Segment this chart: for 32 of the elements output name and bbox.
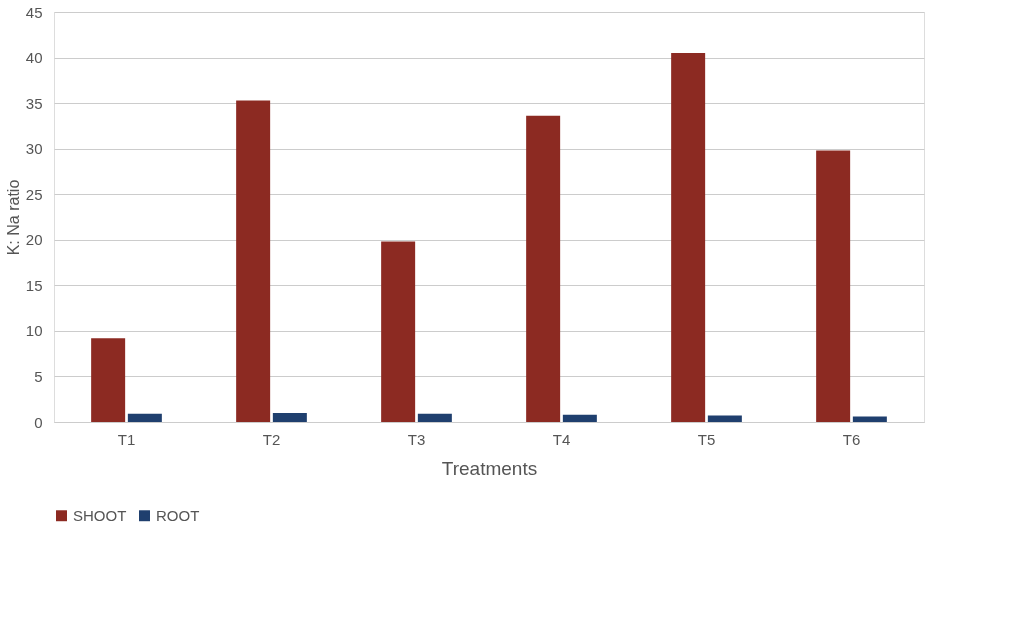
bar — [272, 412, 307, 422]
x-tick-label: T3 — [407, 430, 426, 448]
y-axis-title: K: Na ratio — [4, 179, 22, 256]
bar — [91, 338, 126, 422]
y-tick-label: 15 — [25, 276, 43, 294]
x-tick-label: T4 — [552, 430, 571, 448]
bar — [526, 115, 561, 422]
legend-label: SHOOT — [73, 506, 127, 524]
y-tick-label: 35 — [25, 94, 43, 112]
legend-label: ROOT — [156, 506, 200, 524]
bar — [417, 413, 452, 422]
bar — [852, 416, 887, 422]
y-tick-label: 30 — [25, 140, 43, 158]
y-tick-label: 20 — [25, 231, 43, 249]
y-tick-label: 10 — [25, 322, 43, 340]
bar — [562, 414, 597, 422]
y-tick-label: 25 — [25, 185, 43, 203]
bar — [236, 100, 271, 422]
x-axis-title: Treatments — [441, 457, 538, 479]
bar — [671, 53, 706, 422]
bar — [381, 241, 416, 422]
bar — [707, 415, 742, 422]
y-tick-label: 45 — [25, 3, 43, 21]
x-tick-label: T6 — [842, 430, 861, 448]
x-tick-label: T2 — [262, 430, 281, 448]
x-tick-label: T5 — [697, 430, 716, 448]
y-tick-label: 5 — [34, 367, 43, 385]
y-tick-label: 40 — [25, 49, 43, 67]
bar — [816, 150, 851, 422]
bar — [127, 413, 162, 422]
x-tick-label: T1 — [117, 430, 136, 448]
y-tick-label: 0 — [34, 413, 43, 431]
